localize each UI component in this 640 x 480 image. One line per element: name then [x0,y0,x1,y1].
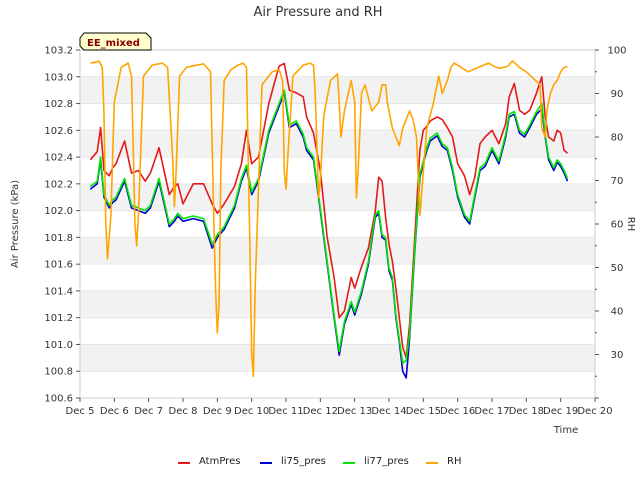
grid-band [80,130,595,158]
y2-axis-title: RH [625,217,636,231]
legend: AtmPres li75_pres li77_pres RH [178,456,461,467]
series-layer [89,60,569,379]
y2-tick-label: 100 [607,46,626,57]
y-tick-label: 102.6 [44,126,73,137]
y-tick-label: 103.2 [44,46,73,57]
legend-label-rh: RH [447,456,461,467]
grid-band [80,237,595,265]
legend-label-li75-pres: li75_pres [281,456,326,467]
y2-tick-label: 30 [611,350,624,361]
y-tick-label: 102.4 [44,153,73,164]
y-axis-title: Air Pressure (kPa) [10,180,21,268]
x-tick-label: Dec 6 [100,406,129,417]
x-tick-label: Dec 15 [406,406,441,417]
legend-label-li77-pres: li77_pres [364,456,409,467]
y-tick-label: 102.8 [44,99,73,110]
y-axis-left: 100.6 100.8 101.0 101.2 101.4 101.6 101.8 102.0… [44,46,80,405]
y2-tick-label: 40 [611,307,624,318]
y-tick-label: 100.6 [44,394,73,405]
x-axis-title: Time [553,425,578,436]
x-tick-label: Dec 16 [440,406,475,417]
y-tick-label: 101.0 [44,340,73,351]
x-tick-label: Dec 14 [371,406,406,417]
x-tick-label: Dec 20 [577,406,612,417]
y2-tick-label: 50 [611,263,624,274]
x-tick-label: Dec 9 [203,406,232,417]
y-tick-label: 101.4 [44,286,73,297]
x-tick-label: Dec 18 [509,406,544,417]
y2-tick-label: 80 [611,133,624,144]
x-tick-label: Dec 5 [66,406,95,417]
x-tick-label: Dec 7 [134,406,163,417]
badge-box [79,32,152,51]
y2-tick-label: 70 [611,176,624,187]
y-tick-label: 100.8 [44,367,73,378]
y-tick-label: 103.0 [44,72,73,83]
y-tick-label: 101.6 [44,260,73,271]
series-line-li77-pres [89,89,569,365]
y2-tick-label: 60 [611,220,624,231]
x-tick-label: Dec 13 [337,406,372,417]
x-tick-label: Dec 19 [543,406,578,417]
legend-label-atmpres: AtmPres [199,456,240,467]
x-tick-label: Dec 11 [268,406,303,417]
y-axis-right: 30 40 50 60 70 80 90 100 [595,46,627,399]
x-tick-label: Dec 8 [169,406,198,417]
badge-label: EE_mixed [87,38,140,49]
y-tick-label: 102.0 [44,206,73,217]
y-tick-label: 102.2 [44,179,73,190]
y-tick-label: 101.2 [44,313,73,324]
grid-band [80,344,595,372]
y2-tick-label: 90 [611,89,624,100]
x-axis: Dec 5 Dec 6 Dec 7 Dec 8 Dec 9 Dec 10 Dec 11 Dec… [66,398,613,417]
series-line-rh [90,60,568,378]
mixed-badge: EE_mixed [79,32,152,51]
chart-title: Air Pressure and RH [253,5,382,20]
y-tick-label: 101.8 [44,233,73,244]
x-tick-label: Dec 10 [234,406,269,417]
x-tick-label: Dec 12 [303,406,338,417]
x-tick-label: Dec 17 [474,406,509,417]
